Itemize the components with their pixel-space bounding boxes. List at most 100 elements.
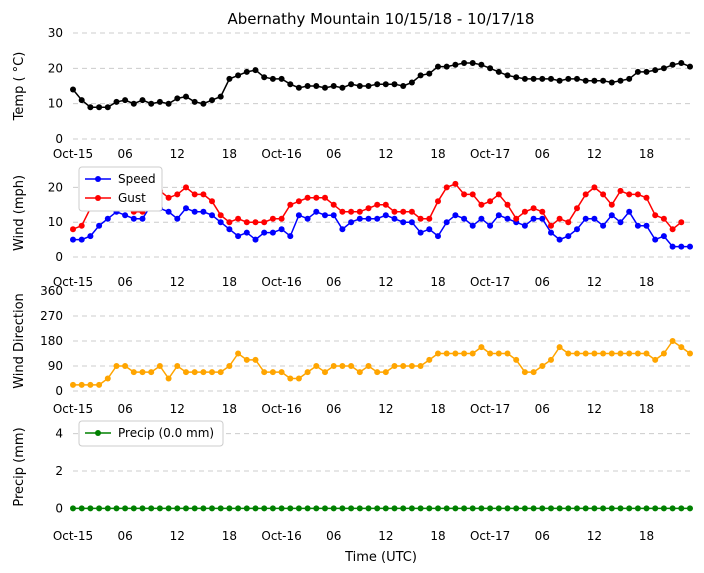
wind-legend-label: Speed xyxy=(118,172,156,186)
precip-data-point xyxy=(165,505,172,512)
wind-data-point xyxy=(217,219,224,226)
precip-data-point xyxy=(452,505,459,512)
direction-data-point xyxy=(217,369,224,376)
temp-data-point xyxy=(200,100,207,107)
direction-data-point xyxy=(608,350,615,357)
wind-legend-marker xyxy=(95,195,101,201)
wind-data-point xyxy=(400,208,407,215)
temp-data-point xyxy=(626,75,633,82)
wind-data-point xyxy=(78,236,85,243)
temp-xtick-label: 06 xyxy=(326,147,341,161)
precip-data-point xyxy=(156,505,163,512)
temp-data-point xyxy=(513,74,520,81)
wind-data-point xyxy=(348,219,355,226)
wind-xtick-label: 06 xyxy=(326,275,341,289)
direction-xtick-label: Oct-15 xyxy=(53,402,93,416)
direction-data-point xyxy=(156,363,163,369)
temp-xtick-label: Oct-16 xyxy=(261,147,301,161)
wind-data-point xyxy=(365,205,372,212)
precip-xtick-label: 18 xyxy=(430,529,445,543)
wind-data-point xyxy=(235,215,242,222)
wind-data-point xyxy=(313,194,320,201)
temp-data-point xyxy=(669,61,676,68)
precip-data-point xyxy=(608,505,615,512)
wind-data-point xyxy=(70,226,76,233)
precip-data-point xyxy=(339,505,346,512)
wind-data-point xyxy=(634,191,641,198)
direction-ytick-label: 180 xyxy=(40,334,63,348)
wind-data-point xyxy=(521,222,528,229)
wind-data-point xyxy=(461,191,468,198)
precip-data-point xyxy=(113,505,120,512)
wind-data-point xyxy=(348,208,355,215)
wind-data-point xyxy=(495,191,502,198)
wind-data-point xyxy=(574,226,580,233)
direction-ytick-label: 90 xyxy=(48,359,63,373)
direction-data-point xyxy=(408,363,415,369)
temp-data-point xyxy=(660,65,667,72)
direction-data-point xyxy=(461,350,468,357)
temp-series-line-temp xyxy=(72,62,691,108)
wind-data-point xyxy=(78,222,85,229)
precip-data-point xyxy=(426,505,433,512)
precip-xtick-label: 18 xyxy=(639,529,654,543)
wind-data-point xyxy=(608,212,615,219)
wind-data-point xyxy=(235,233,242,240)
direction-data-point xyxy=(669,338,676,344)
temp-data-point xyxy=(382,81,389,88)
precip-data-point xyxy=(200,505,207,512)
wind-data-point xyxy=(70,236,76,243)
temp-data-point xyxy=(295,84,302,91)
direction-xtick-label: 18 xyxy=(222,402,237,416)
temp-data-point xyxy=(678,60,685,66)
temp-data-point xyxy=(261,74,268,81)
wind-data-point xyxy=(626,208,633,215)
temp-data-point xyxy=(70,86,76,93)
temp-data-point xyxy=(139,97,146,104)
direction-data-point xyxy=(70,381,76,388)
wind-data-point xyxy=(600,191,607,198)
precip-data-point xyxy=(565,505,572,512)
temp-data-point xyxy=(209,97,215,104)
direction-data-point xyxy=(174,363,181,369)
temp-data-point xyxy=(165,100,172,107)
direction-data-point xyxy=(261,369,268,376)
direction-data-point xyxy=(530,369,537,376)
wind-data-point xyxy=(495,212,502,219)
temp-data-point xyxy=(408,79,415,86)
precip-data-point xyxy=(295,505,302,512)
precip-xtick-label: 12 xyxy=(170,529,185,543)
wind-data-point xyxy=(687,243,693,250)
precip-data-point xyxy=(191,505,198,512)
wind-data-point xyxy=(252,219,259,226)
temp-y-axis-label: Temp ( °C) xyxy=(12,52,27,122)
temp-data-point xyxy=(113,98,120,105)
direction-data-point xyxy=(200,369,207,376)
precip-data-point xyxy=(600,505,607,512)
wind-data-point xyxy=(226,226,233,233)
wind-data-point xyxy=(521,208,528,215)
precip-data-point xyxy=(469,505,476,512)
direction-data-point xyxy=(435,350,441,357)
direction-data-point xyxy=(548,356,554,363)
temp-xtick-label: 12 xyxy=(587,147,602,161)
precip-data-point xyxy=(669,505,676,512)
wind-data-point xyxy=(643,222,650,229)
precip-data-point xyxy=(356,505,363,512)
precip-data-point xyxy=(391,505,398,512)
precip-data-point xyxy=(521,505,528,512)
precip-data-point xyxy=(461,505,468,512)
direction-data-point xyxy=(78,381,85,388)
temp-xtick-label: 06 xyxy=(535,147,550,161)
wind-data-point xyxy=(209,198,215,205)
temp-data-point xyxy=(174,95,181,102)
precip-legend-marker xyxy=(95,430,101,436)
direction-data-point xyxy=(278,369,285,376)
temp-data-point xyxy=(687,63,693,70)
direction-data-point xyxy=(574,350,580,357)
direction-data-point xyxy=(626,350,633,357)
direction-data-point xyxy=(374,369,381,376)
temp-data-point xyxy=(365,83,372,89)
wind-data-point xyxy=(217,212,224,219)
wind-data-point xyxy=(669,226,676,233)
